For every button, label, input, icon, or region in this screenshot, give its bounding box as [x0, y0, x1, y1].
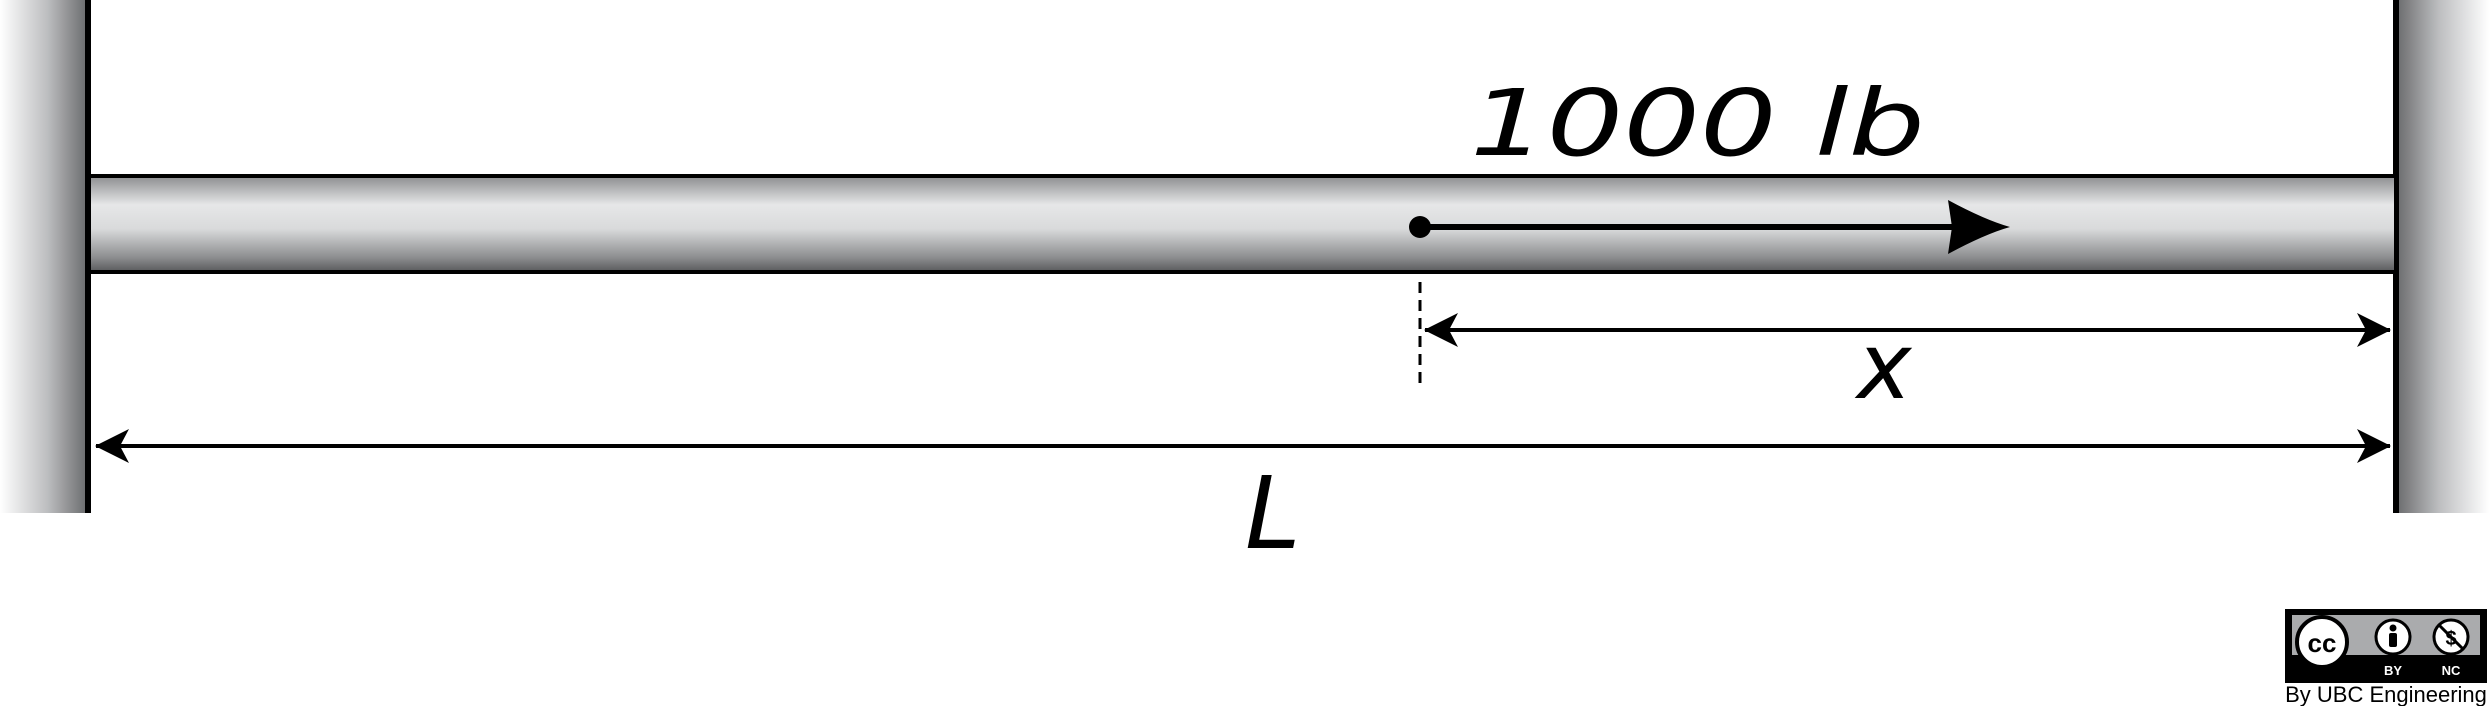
- L-dimension-arrow: [95, 429, 2391, 463]
- force-arrow: [1409, 200, 2010, 254]
- L-dimension-label: L: [1245, 455, 1301, 572]
- cc-badge-text: cc: [2308, 628, 2337, 658]
- rod: [91, 174, 2394, 274]
- x-dimension-label: x: [1854, 313, 1913, 420]
- creative-commons-icon: [2295, 615, 2349, 669]
- by-badge-text: BY: [2384, 663, 2402, 678]
- x-dimension-arrow: [1424, 313, 2391, 347]
- force-label: 1000 lb: [1470, 70, 1925, 177]
- attribution-person-icon: [2374, 618, 2412, 656]
- noncommercial-icon: $: [2432, 618, 2470, 656]
- right-wall: [2393, 0, 2489, 513]
- left-wall: [0, 0, 91, 513]
- license-badge: cc $ BY NC: [2285, 609, 2487, 683]
- license-credit: By UBC Engineering: [2285, 682, 2487, 706]
- nc-badge-text: NC: [2442, 663, 2461, 678]
